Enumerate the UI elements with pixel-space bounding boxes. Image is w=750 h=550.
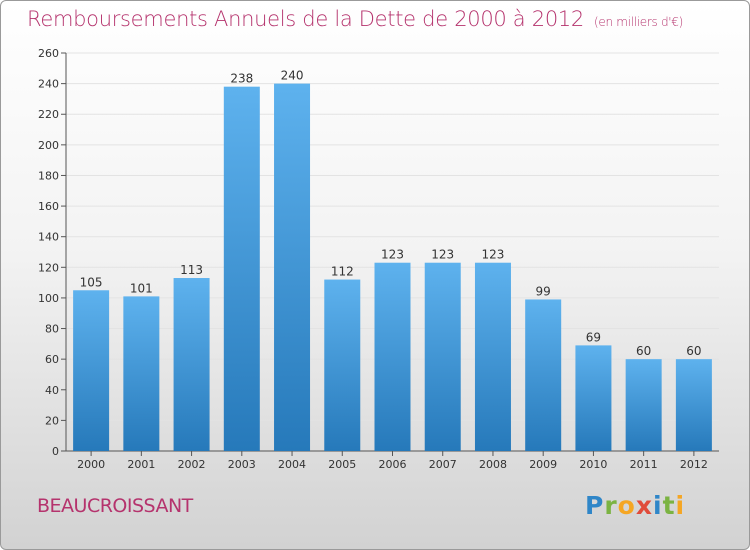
data-label: 123 bbox=[482, 248, 505, 262]
x-tick-label: 2009 bbox=[529, 458, 557, 471]
logo-letter: i bbox=[653, 491, 663, 520]
x-tick-label: 2003 bbox=[228, 458, 256, 471]
bar-2004 bbox=[274, 83, 311, 451]
y-tick-label: 0 bbox=[52, 445, 59, 458]
y-tick-label: 260 bbox=[38, 47, 59, 60]
bar-2009 bbox=[525, 299, 562, 451]
data-label: 60 bbox=[636, 344, 651, 358]
y-tick-label: 180 bbox=[38, 169, 59, 182]
y-tick-label: 20 bbox=[45, 414, 59, 427]
data-label: 238 bbox=[230, 72, 253, 86]
y-tick-label: 100 bbox=[38, 292, 59, 305]
x-tick-label: 2005 bbox=[328, 458, 356, 471]
logo-letter: P bbox=[585, 491, 605, 520]
data-label: 101 bbox=[130, 281, 153, 295]
proxiti-logo: Proxiti bbox=[585, 491, 685, 520]
bar-2012 bbox=[675, 359, 712, 451]
bar-2010 bbox=[575, 345, 612, 451]
x-tick-label: 2000 bbox=[77, 458, 105, 471]
bar-2001 bbox=[123, 296, 160, 451]
bar-2000 bbox=[73, 290, 110, 451]
bar-2003 bbox=[223, 86, 260, 451]
bar-2011 bbox=[625, 359, 662, 451]
bar-2007 bbox=[424, 262, 461, 451]
chart-title: Remboursements Annuels de la Dette de 20… bbox=[27, 7, 683, 31]
bar-2008 bbox=[474, 262, 511, 451]
x-tick-label: 2002 bbox=[178, 458, 206, 471]
y-tick-label: 160 bbox=[38, 200, 59, 213]
bar-2002 bbox=[173, 278, 210, 451]
y-tick-label: 120 bbox=[38, 261, 59, 274]
x-tick-label: 2006 bbox=[379, 458, 407, 471]
data-label: 105 bbox=[80, 275, 103, 289]
x-tick-label: 2010 bbox=[579, 458, 607, 471]
bar-chart: 0 20 40 60 80 100 120 140 160 180 200 220 240 260 105 2… bbox=[38, 47, 719, 471]
data-label: 112 bbox=[331, 265, 354, 279]
x-tick-label: 2007 bbox=[429, 458, 457, 471]
y-tick-label: 240 bbox=[38, 78, 59, 91]
data-label: 123 bbox=[381, 248, 404, 262]
logo-letter: r bbox=[604, 491, 618, 520]
bar-2005 bbox=[324, 279, 361, 451]
y-tick-label: 140 bbox=[38, 231, 59, 244]
data-label: 60 bbox=[686, 344, 701, 358]
bar-2006 bbox=[374, 262, 411, 451]
data-label: 99 bbox=[536, 284, 551, 298]
y-tick-label: 200 bbox=[38, 139, 59, 152]
x-tick-label: 2001 bbox=[127, 458, 155, 471]
logo-letter: x bbox=[635, 491, 653, 520]
y-tick-label: 60 bbox=[45, 353, 59, 366]
data-label: 240 bbox=[281, 69, 304, 83]
commune-name: BEAUCROISSANT bbox=[37, 495, 193, 517]
data-label: 123 bbox=[431, 248, 454, 262]
x-tick-label: 2011 bbox=[630, 458, 658, 471]
logo-letter: t bbox=[662, 491, 676, 520]
x-tick-label: 2004 bbox=[278, 458, 306, 471]
chart-subtitle: (en milliers d'€) bbox=[594, 15, 684, 29]
chart-title-text: Remboursements Annuels de la Dette de 20… bbox=[27, 7, 584, 31]
y-tick-label: 220 bbox=[38, 108, 59, 121]
data-label: 113 bbox=[180, 263, 203, 277]
y-tick-label: 40 bbox=[45, 384, 59, 397]
x-tick-label: 2008 bbox=[479, 458, 507, 471]
data-label: 69 bbox=[586, 330, 601, 344]
x-tick-label: 2012 bbox=[680, 458, 708, 471]
logo-letter: i bbox=[675, 491, 686, 520]
y-tick-label: 80 bbox=[45, 323, 59, 336]
logo-letter: o bbox=[617, 491, 636, 520]
